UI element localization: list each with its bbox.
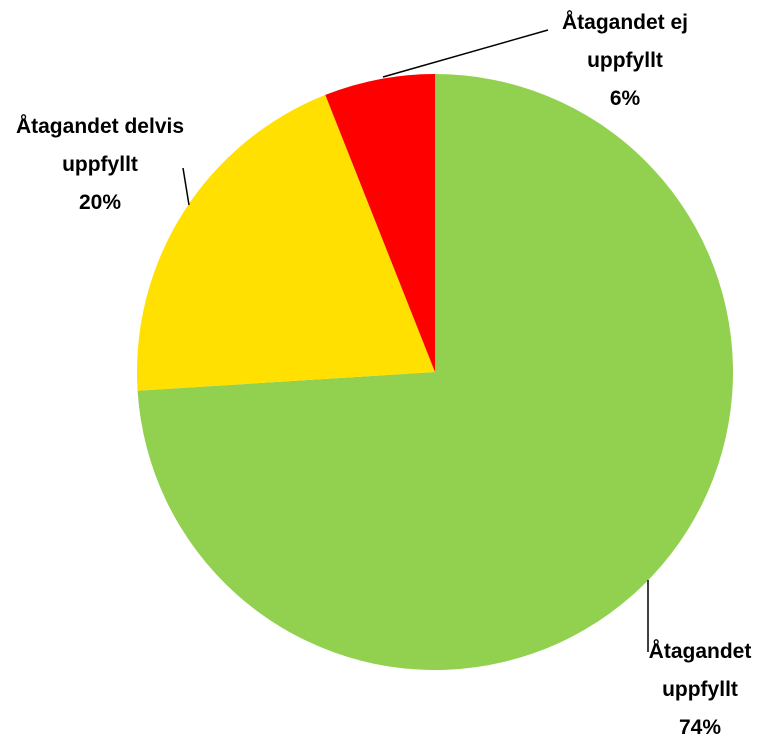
category-label: Åtagandet delvis uppfyllt: [15, 115, 185, 176]
leader-line: [182, 167, 190, 206]
pie-slice: [137, 74, 733, 670]
category-label: Åtagandet ej uppfyllt: [561, 11, 689, 72]
data-label: Åtagandet ej uppfyllt 6%: [545, 4, 705, 118]
data-label: Åtagandet delvis uppfyllt 20%: [10, 108, 190, 222]
data-label: Åtagandet uppfyllt 74%: [635, 633, 765, 741]
value-label: 74%: [678, 716, 722, 739]
value-label: 20%: [78, 191, 122, 214]
leader-line: [382, 29, 549, 78]
category-label: Åtagandet uppfyllt: [648, 640, 752, 701]
pie-slice: [325, 74, 435, 372]
pie-slice: [137, 94, 435, 391]
value-label: 6%: [609, 87, 641, 110]
